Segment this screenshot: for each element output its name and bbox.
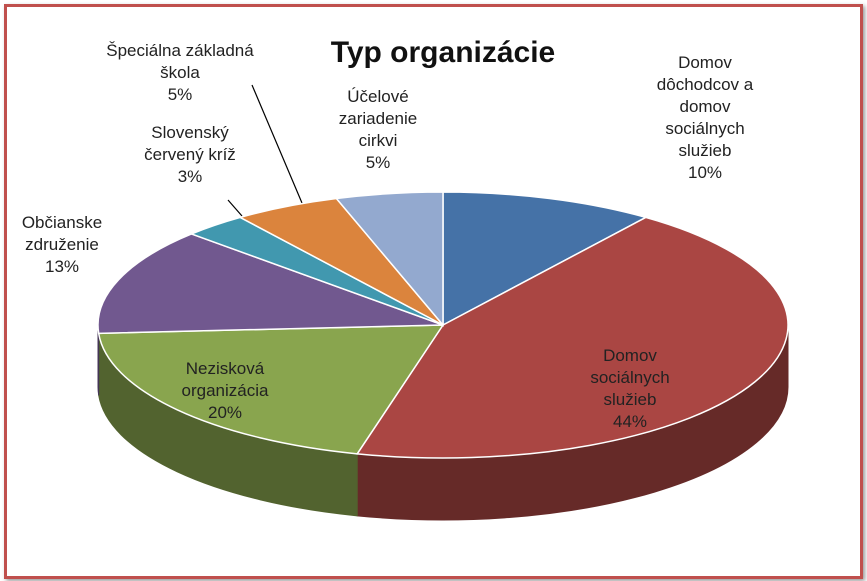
slice-tops	[97, 191, 789, 459]
category-label: Občianske združenie	[21, 213, 103, 254]
category-label: Nezisková organizácia	[181, 359, 269, 400]
category-label: Slovenský červený kríž	[144, 123, 236, 164]
slice	[334, 191, 444, 328]
leader-line	[227, 199, 243, 217]
data-label: Občianske združenie 13%	[7, 212, 117, 278]
slice	[97, 324, 445, 455]
data-label: Špeciálna základná škola 5%	[105, 40, 255, 106]
label: Špeciálna základná škola 5%	[105, 40, 255, 106]
value-label: 5%	[167, 85, 193, 104]
value-label: 3%	[177, 167, 203, 186]
data-label: Domov dôchodcov a domov sociálnych služi…	[640, 52, 770, 184]
category-label: Domov dôchodcov a domov sociálnych služi…	[656, 53, 754, 160]
slice	[355, 216, 789, 459]
leader-line	[251, 84, 303, 204]
frame	[4, 4, 863, 579]
label: Domov dôchodcov a domov sociálnych služi…	[640, 52, 770, 184]
category-label: Špeciálna základná škola	[106, 41, 254, 82]
value-label: 13%	[44, 257, 80, 276]
label: Domov sociálnych služieb 44%	[575, 345, 685, 433]
label: Nezisková organizácia 20%	[165, 358, 285, 424]
label: Slovenský červený kríž 3%	[125, 122, 255, 188]
chart-title: Typ organizácie	[331, 36, 556, 69]
value-label: 20%	[207, 403, 243, 422]
value-label: 44%	[612, 412, 648, 431]
data-label: Nezisková organizácia 20%	[165, 358, 285, 424]
slice	[442, 191, 648, 327]
data-label: Účelové zariadenie cirkvi 5%	[328, 86, 428, 174]
slice	[97, 233, 444, 335]
label: Účelové zariadenie cirkvi 5%	[328, 86, 428, 174]
data-label: Slovenský červený kríž 3%	[125, 122, 255, 188]
value-label: 10%	[687, 163, 723, 182]
category-label: Účelové zariadenie cirkvi	[338, 87, 418, 150]
value-label: 5%	[365, 153, 391, 172]
category-label: Domov sociálnych služieb	[590, 346, 670, 409]
data-label: Domov sociálnych služieb 44%	[575, 345, 685, 433]
label: Občianske združenie 13%	[7, 212, 117, 278]
